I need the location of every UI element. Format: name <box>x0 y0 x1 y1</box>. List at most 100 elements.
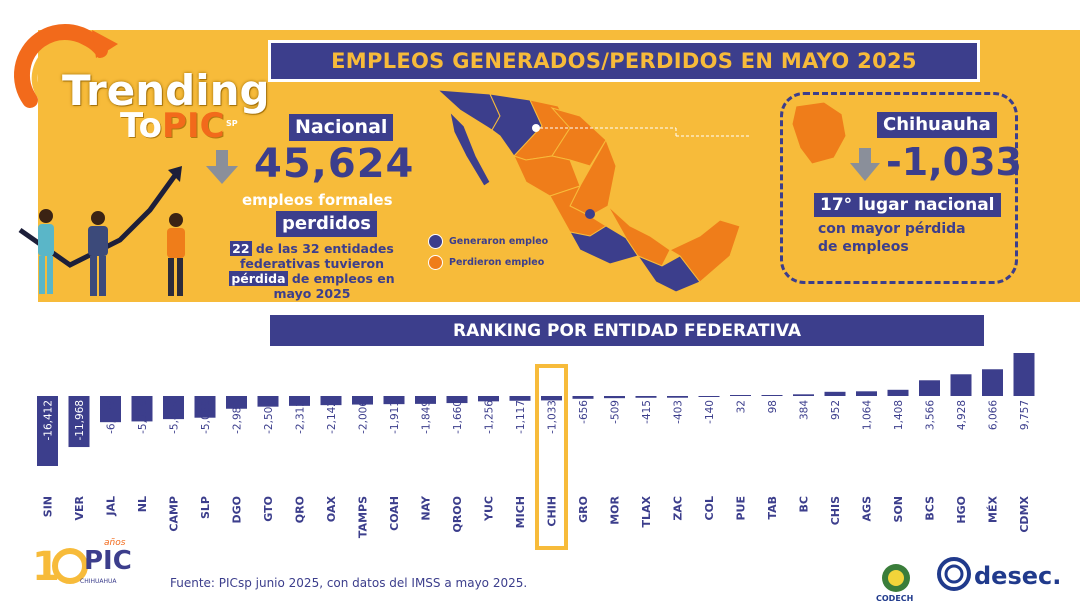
category-label: COAH <box>388 496 401 531</box>
bar-SON <box>887 389 909 396</box>
category-label: MICH <box>514 496 527 528</box>
bar-YUC <box>478 396 499 402</box>
category-label: GRO <box>577 496 590 523</box>
category-label: SLP <box>199 496 212 519</box>
legend-item-generaron: Generaron empleo <box>428 231 548 252</box>
chihuahua-state-icon <box>791 101 847 165</box>
category-label: MOR <box>609 495 622 524</box>
bar-NL <box>131 396 153 422</box>
category-label: SON <box>892 496 905 522</box>
value-label: 98 <box>767 400 779 413</box>
value-label: -509 <box>610 400 622 424</box>
value-label: 4,928 <box>956 400 968 430</box>
arrow-down-icon <box>850 148 880 181</box>
category-label: VER <box>73 495 86 520</box>
category-label: PUE <box>735 496 748 521</box>
bar-NAY <box>415 396 436 404</box>
national-note: 22 de las 32 entidades federativas tuvie… <box>229 241 395 301</box>
bar-JAL <box>100 396 121 423</box>
category-label: COL <box>703 496 716 520</box>
category-label: BC <box>798 496 811 512</box>
value-label: -1,033 <box>547 400 559 434</box>
value-label: -5,958 <box>137 400 149 434</box>
logo-sp: SP <box>226 119 238 128</box>
bar-CHIS <box>824 391 846 396</box>
value-label: -403 <box>673 400 685 424</box>
logo-line2: ToPIC <box>120 106 225 146</box>
chihuahua-marker-icon <box>532 124 540 132</box>
bar-MOR <box>604 396 625 399</box>
bar-AGS <box>856 391 877 396</box>
value-label: -656 <box>578 400 590 424</box>
category-label: CAMP <box>168 496 181 532</box>
codech-logo-icon <box>882 564 910 592</box>
category-label: YUC <box>483 496 496 522</box>
bar-COAH <box>383 396 405 405</box>
value-label: 3,566 <box>925 400 937 430</box>
value-label: 384 <box>799 400 811 420</box>
bar-MICH <box>509 396 531 401</box>
legend-dot-icon <box>428 255 443 270</box>
highlight-box <box>535 364 568 550</box>
pic-10-years-logo: 1 PIC años CHIHUAHUA <box>32 538 132 590</box>
value-label: -16,412 <box>43 400 55 441</box>
bar-TAMPS <box>352 396 373 405</box>
arrow-down-icon <box>206 150 238 184</box>
trending-topic-logo: Trending ToPIC SP <box>0 0 270 160</box>
bar-ZAC <box>667 396 688 398</box>
category-label: NL <box>136 496 149 512</box>
value-label: -6,136 <box>106 400 118 434</box>
logo-swoosh-icon <box>14 24 118 108</box>
desec-label: desec. <box>974 562 1062 590</box>
value-label: -1,117 <box>515 400 527 434</box>
value-label: -2,312 <box>295 400 307 434</box>
national-perdidos: perdidos <box>276 211 377 237</box>
bar-SIN <box>37 396 58 466</box>
national-label: Nacional <box>289 114 394 141</box>
value-label: 32 <box>736 400 748 413</box>
category-label: CHIH <box>546 496 559 527</box>
category-label: TLAX <box>640 495 653 527</box>
category-label: NAY <box>420 495 433 521</box>
main-title: EMPLEOS GENERADOS/PERDIDOS EN MAYO 2025 <box>268 40 980 82</box>
category-label: JAL <box>105 496 118 517</box>
chihuahua-rank: 17° lugar nacional <box>814 193 1001 217</box>
category-label: QRO <box>294 496 307 523</box>
ranking-bar-chart: -16,412 SIN -11,968 VER -6,136 JAL -5,958 NL -5,… <box>37 353 1035 550</box>
value-label: 1,408 <box>893 400 905 430</box>
ranking-title: RANKING POR ENTIDAD FEDERATIVA <box>270 315 984 346</box>
category-label: BCS <box>924 496 937 521</box>
value-label: -1,660 <box>452 400 464 434</box>
bar-HGO <box>950 374 972 396</box>
category-label: DGO <box>231 496 244 524</box>
bar-CHIH <box>541 396 562 401</box>
mexico-map <box>436 89 750 293</box>
bar-QROO <box>446 396 468 404</box>
chihuahua-value: -1,033 <box>886 140 1022 184</box>
bar-PUE <box>730 395 751 396</box>
legend-item-perdieron: Perdieron empleo <box>428 252 548 273</box>
value-label: -1,911 <box>389 400 401 434</box>
value-label: 9,757 <box>1019 400 1031 430</box>
bar-CDMX <box>1013 353 1035 396</box>
value-label: -2,502 <box>263 400 275 434</box>
value-label: -5,088 <box>200 400 212 434</box>
category-label: TAMPS <box>357 496 370 538</box>
bar-GRO <box>572 396 594 399</box>
value-label: 952 <box>830 400 842 420</box>
desec-logo-icon <box>937 557 971 591</box>
bar-VER <box>68 396 90 448</box>
value-label: -5,419 <box>169 400 181 434</box>
category-label: SIN <box>42 496 55 517</box>
value-label: -11,968 <box>74 400 86 441</box>
logo-line1: Trending <box>62 66 270 115</box>
bar-TAB <box>761 395 783 396</box>
bar-SLP <box>194 396 216 418</box>
value-label: -2,142 <box>326 400 338 434</box>
chihuahua-desc: con mayor pérdida de empleos <box>818 221 966 255</box>
category-label: CDMX <box>1018 495 1031 532</box>
value-label: 6,066 <box>988 400 1000 430</box>
category-label: TAB <box>766 496 779 520</box>
chihuahua-box <box>780 92 1018 284</box>
growth-people-illustration <box>18 166 185 296</box>
